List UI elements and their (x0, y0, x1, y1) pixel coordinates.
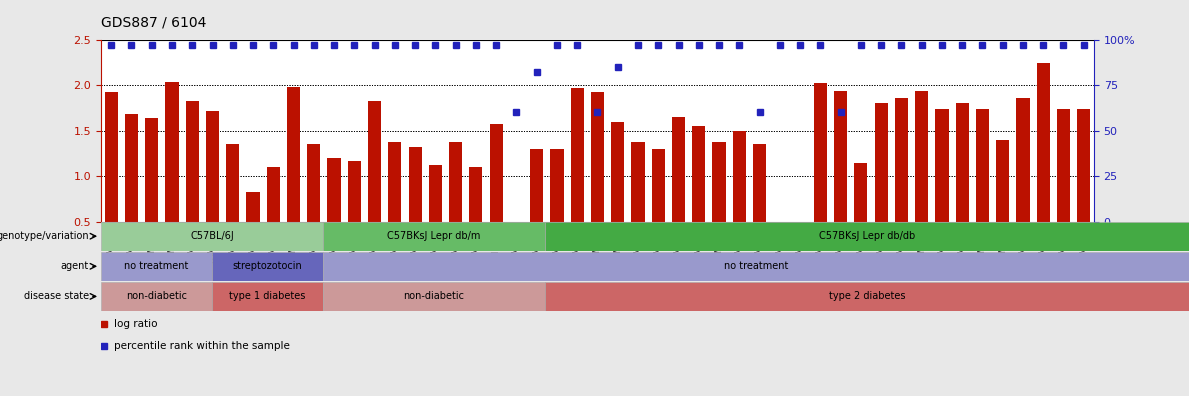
Bar (652, 149, 665, 267)
Bar (631, 142, 644, 267)
Bar (347, 161, 361, 267)
Bar (813, 83, 826, 267)
Text: type 1 diabetes: type 1 diabetes (229, 291, 306, 301)
Bar (996, 140, 1009, 267)
Bar (226, 144, 239, 267)
Text: C57BL/6J: C57BL/6J (190, 231, 234, 241)
Bar (125, 114, 138, 267)
Bar (875, 103, 888, 267)
Bar (101, 282, 212, 311)
Bar (545, 222, 1189, 251)
Bar (323, 252, 1189, 281)
Bar (212, 282, 323, 311)
Bar (145, 118, 158, 267)
Bar (1037, 63, 1050, 267)
Bar (895, 98, 908, 267)
Bar (672, 117, 685, 267)
Bar (530, 149, 543, 267)
Bar (976, 109, 989, 267)
Bar (165, 82, 178, 267)
Bar (773, 234, 786, 267)
Bar (101, 252, 212, 281)
Bar (833, 91, 848, 267)
Bar (545, 282, 1189, 311)
Bar (854, 164, 868, 267)
Bar (409, 147, 422, 267)
Bar (753, 144, 766, 267)
Bar (246, 192, 259, 267)
Bar (1077, 109, 1090, 267)
Text: C57BKsJ Lepr db/m: C57BKsJ Lepr db/m (388, 231, 480, 241)
Text: disease state: disease state (24, 291, 89, 301)
Bar (212, 252, 323, 281)
Text: C57BKsJ Lepr db/db: C57BKsJ Lepr db/db (819, 231, 916, 241)
Bar (206, 110, 219, 267)
Bar (323, 282, 545, 311)
Bar (470, 167, 483, 267)
Bar (571, 88, 584, 267)
Text: percentile rank within the sample: percentile rank within the sample (114, 341, 290, 350)
Bar (105, 92, 118, 267)
Text: GDS887 / 6104: GDS887 / 6104 (101, 16, 207, 30)
Bar (369, 101, 382, 267)
Bar (732, 131, 746, 267)
Bar (1017, 98, 1030, 267)
Text: agent: agent (61, 261, 89, 271)
Text: streptozotocin: streptozotocin (233, 261, 302, 271)
Text: log ratio: log ratio (114, 319, 158, 329)
Bar (712, 142, 725, 267)
Bar (956, 103, 969, 267)
Bar (490, 124, 503, 267)
Bar (266, 167, 279, 267)
Text: non-diabetic: non-diabetic (126, 291, 187, 301)
Bar (936, 109, 949, 267)
Bar (551, 149, 564, 267)
Bar (793, 243, 806, 267)
Bar (287, 87, 300, 267)
Bar (185, 101, 199, 267)
Bar (101, 222, 323, 251)
Bar (916, 91, 929, 267)
Bar (327, 158, 341, 267)
Text: no treatment: no treatment (724, 261, 788, 271)
Bar (611, 122, 624, 267)
Text: no treatment: no treatment (125, 261, 189, 271)
Bar (510, 255, 523, 267)
Bar (591, 92, 604, 267)
Bar (692, 126, 705, 267)
Bar (449, 142, 463, 267)
Bar (1057, 109, 1070, 267)
Text: non-diabetic: non-diabetic (403, 291, 465, 301)
Bar (389, 142, 402, 267)
Bar (307, 144, 320, 267)
Text: genotype/variation: genotype/variation (0, 231, 89, 241)
Text: type 2 diabetes: type 2 diabetes (829, 291, 905, 301)
Bar (323, 222, 545, 251)
Bar (429, 165, 442, 267)
